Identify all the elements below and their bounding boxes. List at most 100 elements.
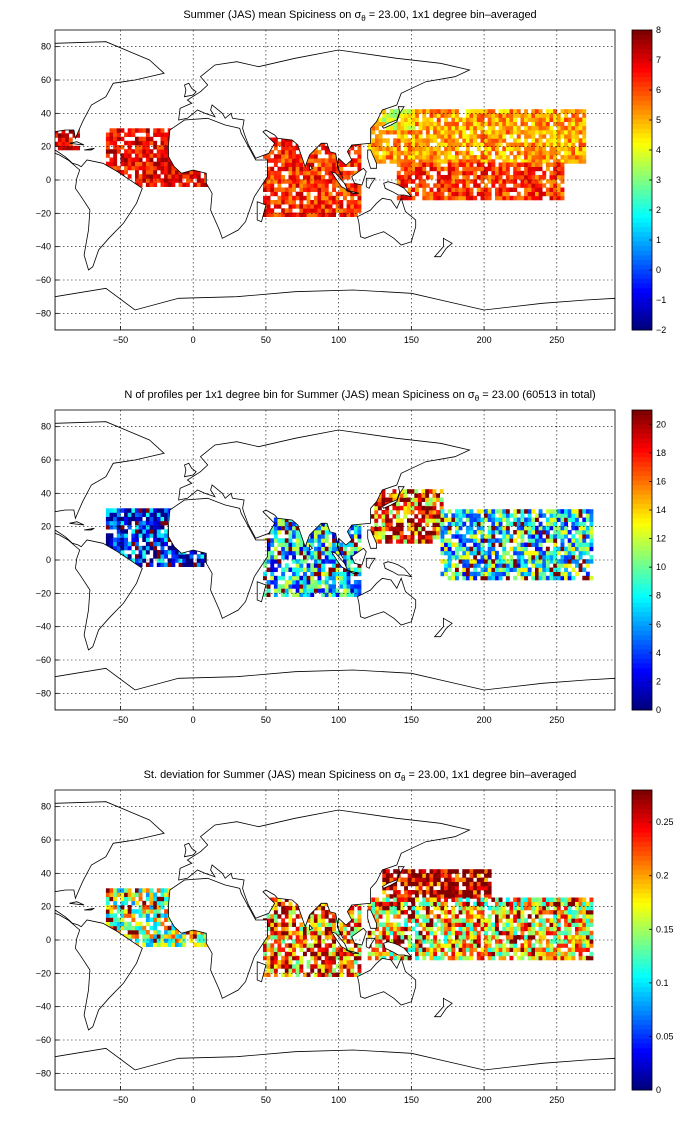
data-cell xyxy=(491,922,496,927)
data-cell xyxy=(451,191,456,197)
data-cell xyxy=(484,150,488,156)
data-cell xyxy=(524,117,528,122)
data-cell xyxy=(567,550,572,556)
data-cell xyxy=(310,575,315,581)
data-cell xyxy=(473,943,478,948)
data-cell xyxy=(164,132,168,137)
data-cell xyxy=(120,545,125,551)
data-cell xyxy=(484,943,488,948)
data-cell xyxy=(473,922,478,927)
data-cell xyxy=(105,905,110,910)
data-cell xyxy=(346,204,351,209)
data-cell xyxy=(127,892,132,897)
data-cell xyxy=(458,905,463,911)
data-cell xyxy=(167,558,172,563)
data-cell xyxy=(321,175,326,180)
data-cell xyxy=(491,910,496,915)
data-cell xyxy=(321,918,326,923)
data-cell xyxy=(135,938,139,943)
data-cell xyxy=(142,165,147,171)
data-cell xyxy=(524,546,528,552)
data-cell xyxy=(306,592,311,597)
data-cell xyxy=(142,913,147,918)
data-cell xyxy=(392,535,397,540)
data-cell xyxy=(451,575,456,581)
data-cell xyxy=(414,539,419,544)
data-cell xyxy=(542,550,547,556)
data-cell xyxy=(487,542,492,547)
data-cell xyxy=(451,179,456,184)
data-cell xyxy=(473,926,478,932)
data-cell xyxy=(411,910,416,915)
data-cell xyxy=(388,526,393,532)
data-cell xyxy=(502,951,507,957)
data-cell xyxy=(480,187,485,192)
data-cell xyxy=(484,550,488,556)
data-cell xyxy=(491,162,496,167)
data-cell xyxy=(553,130,558,135)
data-cell xyxy=(455,873,459,878)
data-cell xyxy=(404,890,408,895)
data-cell xyxy=(509,930,514,936)
x-tick-label: 250 xyxy=(549,715,564,725)
data-cell xyxy=(476,509,481,514)
data-cell xyxy=(313,930,318,936)
data-cell xyxy=(328,567,333,572)
data-cell xyxy=(350,926,355,932)
data-cell xyxy=(524,525,528,531)
data-cell xyxy=(175,170,179,175)
data-cell xyxy=(400,166,405,172)
data-cell xyxy=(531,146,536,152)
data-cell xyxy=(553,166,558,172)
data-cell xyxy=(357,592,362,597)
data-cell xyxy=(553,897,558,902)
data-cell xyxy=(343,935,347,940)
data-cell xyxy=(458,159,463,164)
data-cell xyxy=(553,530,558,535)
data-cell xyxy=(513,142,518,147)
data-cell xyxy=(346,208,351,213)
data-cell xyxy=(393,939,398,944)
data-cell xyxy=(145,905,150,910)
data-cell xyxy=(476,922,481,927)
data-cell xyxy=(491,521,496,527)
data-cell xyxy=(153,892,158,897)
data-cell xyxy=(433,125,438,131)
data-cell xyxy=(153,165,158,171)
data-cell xyxy=(124,921,128,927)
data-cell xyxy=(520,575,525,581)
data-cell xyxy=(389,125,394,131)
data-cell xyxy=(415,183,419,188)
data-cell xyxy=(288,187,293,192)
data-cell xyxy=(578,546,583,552)
data-cell xyxy=(462,550,467,556)
data-cell xyxy=(582,914,587,919)
data-cell xyxy=(440,525,445,531)
data-cell xyxy=(553,559,558,564)
data-cell xyxy=(160,533,165,538)
data-cell xyxy=(303,584,307,589)
data-cell xyxy=(549,571,554,577)
data-cell xyxy=(509,113,514,118)
data-cell xyxy=(585,926,590,932)
data-cell xyxy=(281,905,286,911)
data-cell xyxy=(313,170,318,176)
data-cell xyxy=(469,538,474,543)
data-cell xyxy=(447,187,452,192)
data-cell xyxy=(156,562,161,567)
data-cell xyxy=(480,542,485,547)
data-cell xyxy=(310,563,315,568)
data-cell xyxy=(451,138,456,143)
data-cell xyxy=(582,509,587,514)
data-cell xyxy=(281,521,286,527)
data-cell xyxy=(393,146,398,152)
data-cell xyxy=(571,113,576,118)
data-cell xyxy=(462,170,467,176)
data-cell xyxy=(396,877,401,882)
data-cell xyxy=(556,517,561,522)
data-cell xyxy=(105,537,110,542)
data-cell xyxy=(535,550,539,556)
data-cell xyxy=(160,178,165,183)
data-cell xyxy=(153,921,158,927)
data-cell xyxy=(455,546,459,552)
